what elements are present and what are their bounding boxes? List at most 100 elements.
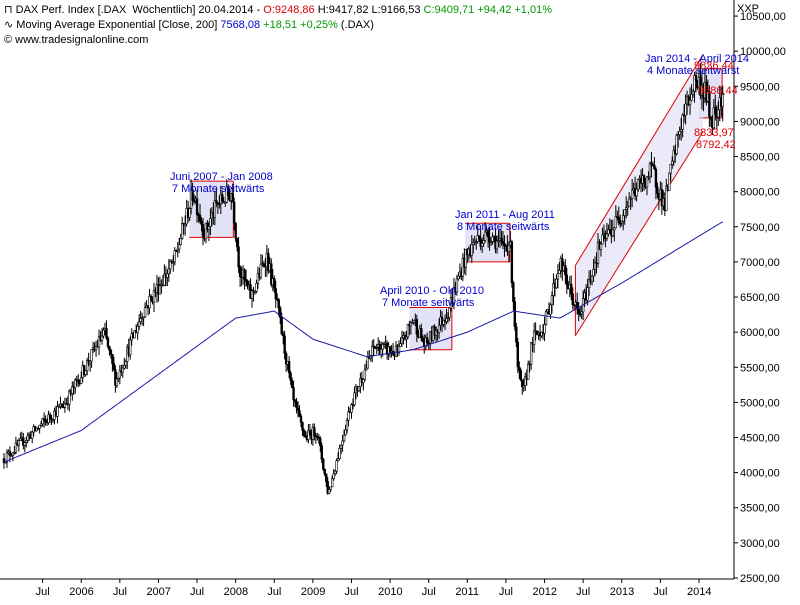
candle-body <box>60 403 64 408</box>
candle-body <box>178 244 181 250</box>
candle-body <box>366 357 370 369</box>
candle-body <box>679 129 683 132</box>
candle-body <box>344 429 347 436</box>
candle-body <box>166 273 169 278</box>
candle-body <box>192 200 196 202</box>
price-label: 9836,44 <box>694 60 734 72</box>
candle-body <box>552 283 555 296</box>
candle-body <box>693 75 696 92</box>
candle-body <box>335 460 338 472</box>
candle-body <box>22 437 25 446</box>
candle-body <box>313 427 316 437</box>
y-tick-label: 10000,00 <box>740 46 786 58</box>
candle-body <box>115 378 119 386</box>
candle-body <box>307 430 310 440</box>
y-tick-label: 4500,00 <box>740 433 780 445</box>
candle-body <box>4 461 7 464</box>
candle-body <box>231 193 234 203</box>
annotation-sideways: 7 Monate seitwärts <box>382 297 475 309</box>
candle-body <box>25 440 28 443</box>
candle-body <box>172 261 175 264</box>
candle-body <box>415 319 419 335</box>
ema-value: 7568,08 <box>220 19 261 31</box>
candle-body <box>561 258 564 272</box>
candle-body <box>296 407 300 411</box>
candle-body <box>301 421 304 431</box>
candle-body <box>497 240 500 243</box>
candle-body <box>479 239 482 247</box>
candle-body <box>694 75 698 81</box>
candle-body <box>576 301 579 310</box>
candle-body <box>158 285 162 295</box>
candle-body <box>491 236 494 242</box>
candle-body <box>322 458 325 470</box>
candle-body <box>709 116 713 120</box>
candle-body <box>112 363 116 370</box>
x-tick-label: Jul <box>267 586 281 598</box>
candle-body <box>577 308 580 315</box>
x-tick-label: 2008 <box>224 586 248 598</box>
candle-body <box>302 430 306 436</box>
candle-body <box>38 424 41 429</box>
price-label: 8833,97 <box>694 127 734 139</box>
candle-body <box>645 176 649 188</box>
candle-body <box>326 481 329 494</box>
candle-body <box>347 411 350 421</box>
x-tick-label: 2010 <box>378 586 402 598</box>
header-title-prefix: DAX Perf. Index [.DAX Wöchentlich] 20.04… <box>15 4 264 16</box>
candle-body <box>39 423 43 426</box>
candle-body <box>647 176 650 179</box>
candle-body <box>31 431 34 439</box>
candle-body <box>169 260 172 270</box>
candle-body <box>277 299 280 309</box>
x-tick-label: 2007 <box>146 586 170 598</box>
candle-body <box>442 319 445 325</box>
candle-body <box>117 377 120 380</box>
candle-body <box>642 175 646 183</box>
candle-body <box>139 318 142 323</box>
candle-body <box>216 202 220 205</box>
x-tick-label: Jul <box>422 586 436 598</box>
candle-body <box>592 269 595 277</box>
x-tick-label: 2011 <box>455 586 479 598</box>
candle-body <box>708 91 711 118</box>
candle-body <box>259 263 263 278</box>
copyright: © www.tradesignalonline.com <box>4 34 149 46</box>
candle-body <box>630 189 634 199</box>
candle-body <box>565 274 569 286</box>
candle-body <box>102 329 105 337</box>
candle-body <box>616 216 619 218</box>
candle-body <box>400 337 404 345</box>
candle-body <box>109 349 113 355</box>
candle-body <box>558 270 561 274</box>
candle-body <box>244 279 248 282</box>
candle-body <box>200 220 203 225</box>
candle-body <box>8 451 12 456</box>
candle-body <box>333 470 337 475</box>
candle-body <box>397 346 401 353</box>
candle-body <box>421 337 424 342</box>
candle-body <box>270 263 273 286</box>
candle-body <box>26 435 29 441</box>
candle-body <box>543 324 546 334</box>
candle-body <box>167 268 171 275</box>
candle-body <box>298 410 301 417</box>
ema-suffix: (.DAX) <box>340 19 374 31</box>
x-tick-label: 2013 <box>610 586 634 598</box>
candle-body <box>654 168 658 188</box>
candle-body <box>123 365 126 369</box>
candle-body <box>253 290 257 293</box>
candle-body <box>41 418 44 425</box>
candle-body <box>420 328 423 339</box>
candle-body <box>363 369 367 380</box>
candle-body <box>555 278 558 289</box>
candle-body <box>188 208 191 218</box>
candle-body <box>140 317 144 320</box>
y-tick-label: 8500,00 <box>740 152 780 164</box>
candle-body <box>426 337 429 343</box>
candle-body <box>388 346 392 353</box>
candle-body <box>675 134 678 154</box>
candle-body <box>201 224 205 237</box>
